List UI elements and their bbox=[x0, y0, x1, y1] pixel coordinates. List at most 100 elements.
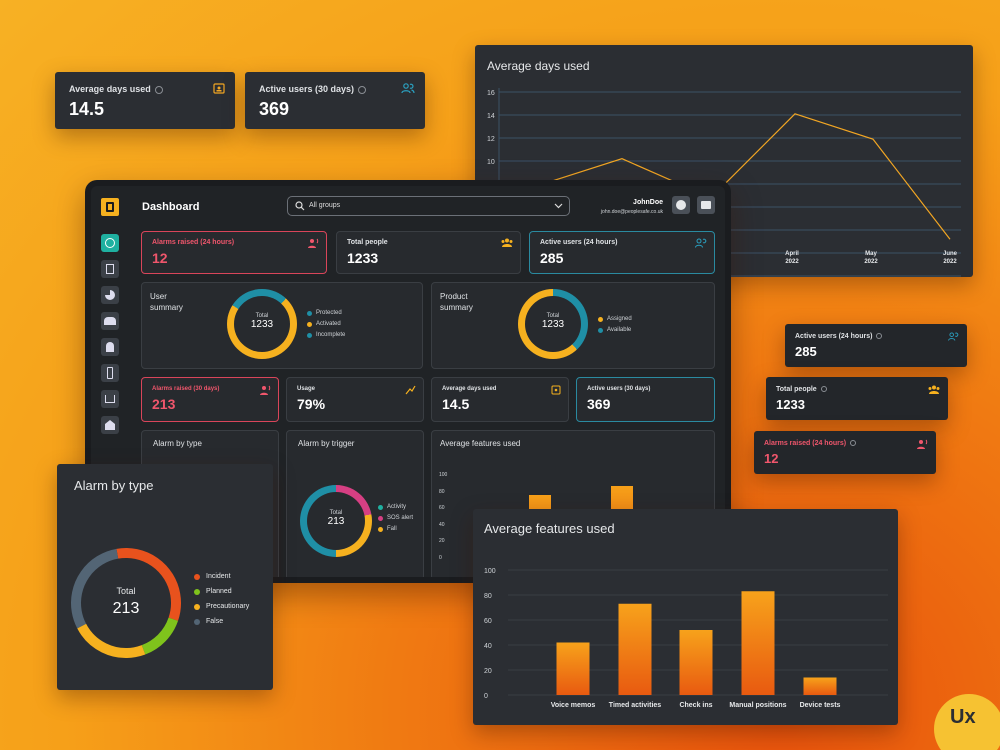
sidebar-user-icon[interactable] bbox=[101, 338, 119, 356]
usage-label: Usage bbox=[297, 386, 316, 392]
y-tick-label: 40 bbox=[484, 643, 492, 650]
legend-item: SOS alert bbox=[378, 515, 413, 521]
active-24-value: 285 bbox=[540, 250, 564, 266]
alarms-24-panel: Alarms raised (24 hours) 12 bbox=[141, 231, 327, 274]
calendar-person-icon bbox=[213, 83, 225, 94]
features-mini-title: Average features used bbox=[440, 439, 521, 448]
avg-days-card: Average days used 14.5 bbox=[55, 72, 235, 129]
floating-total-people-value: 1233 bbox=[776, 397, 805, 412]
x-tick-label: Check ins bbox=[679, 702, 712, 709]
ux-badge: Ux bbox=[934, 694, 1000, 750]
info-icon bbox=[876, 333, 883, 340]
floating-active-24-value: 285 bbox=[795, 344, 817, 359]
active-users-30-value: 369 bbox=[259, 99, 290, 119]
legend-item: Assigned bbox=[598, 316, 632, 322]
legend-item: Fall bbox=[378, 526, 413, 532]
active-30-panel: Active users (30 days) 369 bbox=[576, 377, 715, 422]
product-summary-donut: Total 1233 bbox=[518, 289, 588, 359]
info-icon bbox=[358, 85, 367, 94]
sparkle-icon bbox=[405, 385, 416, 395]
bar bbox=[741, 591, 775, 695]
alarm-trigger-donut: Total 213 bbox=[300, 485, 372, 557]
product-summary-panel: Product summary Total 1233 Assigned Avai… bbox=[431, 282, 715, 369]
active-24-label: Active users (24 hours) bbox=[540, 239, 618, 246]
alarms-30-panel: Alarms raised (30 days) 213 bbox=[141, 377, 279, 422]
sidebar-reports-icon[interactable] bbox=[101, 260, 119, 278]
users-icon bbox=[695, 238, 707, 248]
x-tick-label: Voice memos bbox=[551, 702, 596, 709]
usage-panel: Usage 79% bbox=[286, 377, 424, 422]
legend-item: Activity bbox=[378, 504, 413, 510]
x-tick-label: April bbox=[785, 251, 799, 257]
info-icon bbox=[850, 440, 857, 447]
mail-icon bbox=[701, 201, 711, 209]
mini-y-axis: 100 80 60 40 20 0 bbox=[439, 472, 448, 561]
alarm-type-donut bbox=[71, 548, 181, 658]
sidebar-tree-icon[interactable] bbox=[101, 390, 119, 408]
mail-button[interactable] bbox=[697, 196, 715, 214]
alarms-30-label: Alarms raised (30 days) bbox=[152, 386, 220, 392]
sidebar-chart-icon[interactable] bbox=[101, 286, 119, 304]
active-30-panel-value: 369 bbox=[587, 396, 611, 412]
avg-days-panel-value: 14.5 bbox=[442, 396, 470, 412]
alarm-trigger-total: 213 bbox=[327, 516, 345, 527]
avg-days-panel: Average days used 14.5 bbox=[431, 377, 569, 422]
avg-days-value: 14.5 bbox=[69, 99, 105, 119]
alarms-24-label: Alarms raised (24 hours) bbox=[152, 239, 235, 246]
usage-value: 79% bbox=[297, 396, 326, 412]
floating-total-people-card: Total people 1233 bbox=[766, 377, 948, 420]
search-icon bbox=[295, 201, 305, 211]
features-title: Average features used bbox=[484, 521, 615, 536]
x-tick-label: 2022 bbox=[785, 259, 799, 265]
bar bbox=[803, 677, 837, 695]
legend-item: Available bbox=[598, 327, 632, 333]
donut-slice bbox=[71, 548, 181, 658]
y-tick-label: 12 bbox=[487, 136, 495, 143]
total-people-panel: Total people 1233 bbox=[336, 231, 521, 274]
avg-days-panel-label: Average days used bbox=[442, 386, 497, 392]
x-tick-label: Timed activities bbox=[609, 702, 662, 709]
user-summary-donut: Total 1233 bbox=[227, 289, 297, 359]
alarm-type-total: 213 bbox=[112, 600, 140, 617]
bar bbox=[556, 642, 590, 695]
floating-alarms-24-value: 12 bbox=[764, 451, 779, 466]
x-tick-label: May bbox=[865, 251, 877, 257]
people-group-icon bbox=[501, 238, 513, 247]
page-title: Dashboard bbox=[142, 201, 200, 213]
alarm-type-total-label: Total bbox=[116, 586, 136, 596]
users-icon bbox=[948, 332, 959, 341]
product-summary-total: 1233 bbox=[541, 319, 565, 330]
sidebar-people-icon[interactable] bbox=[101, 312, 119, 330]
y-tick-label: 60 bbox=[484, 618, 492, 625]
line-chart-title: Average days used bbox=[487, 59, 590, 73]
sidebar-device-icon[interactable] bbox=[101, 364, 119, 382]
total-people-label: Total people bbox=[347, 239, 388, 246]
group-select[interactable]: All groups bbox=[287, 196, 570, 216]
features-card: Average features used 0 20 40 60 80 100 Voice … bbox=[473, 509, 898, 725]
alarm-person-icon bbox=[260, 385, 271, 395]
x-tick-label: Device tests bbox=[800, 702, 841, 709]
features-bar-chart: 0 20 40 60 80 100 Voice memos Timed activities C… bbox=[484, 568, 888, 709]
ux-badge-text: Ux bbox=[950, 706, 976, 728]
product-summary-title: Product summary bbox=[440, 292, 473, 312]
x-tick-label: 2022 bbox=[864, 259, 878, 265]
x-tick-label: Manual positions bbox=[729, 702, 786, 709]
user-summary-title: User summary bbox=[150, 292, 183, 312]
alarm-type-card: Alarm by type Total 213 Incident Planned… bbox=[57, 464, 273, 690]
app-logo[interactable] bbox=[101, 198, 119, 216]
floating-alarms-24-card: Alarms raised (24 hours) 12 bbox=[754, 431, 936, 474]
profile-button[interactable] bbox=[672, 196, 690, 214]
info-icon bbox=[820, 386, 827, 393]
legend-item: Incomplete bbox=[307, 332, 345, 338]
y-tick-label: 20 bbox=[484, 668, 492, 675]
x-tick-label: June bbox=[943, 251, 958, 257]
user-summary-total: 1233 bbox=[250, 319, 274, 330]
info-icon bbox=[154, 85, 163, 94]
people-group-icon bbox=[928, 385, 940, 394]
users-icon bbox=[401, 83, 415, 94]
y-tick-label: 100 bbox=[484, 568, 496, 575]
sidebar-dashboard-icon[interactable] bbox=[101, 234, 119, 252]
y-tick-label: 10 bbox=[487, 159, 495, 166]
legend-incident: Incident bbox=[194, 573, 249, 580]
sidebar-buildings-icon[interactable] bbox=[101, 416, 119, 434]
